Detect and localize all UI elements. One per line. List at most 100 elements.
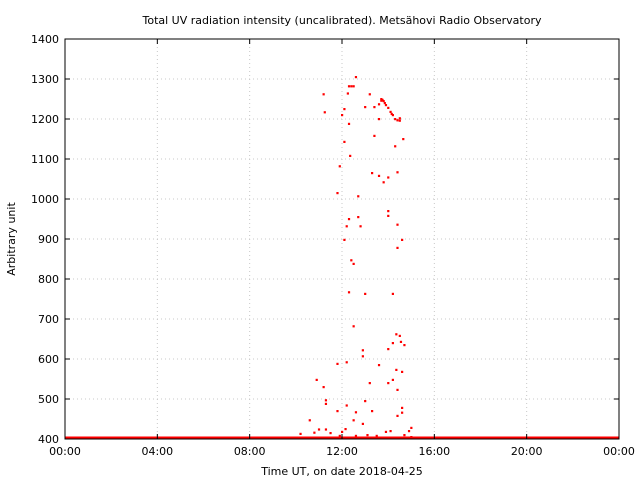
y-tick-label: 1100: [31, 153, 59, 166]
data-point: [398, 117, 401, 120]
data-point: [359, 436, 362, 439]
data-point: [341, 430, 344, 433]
data-point: [395, 368, 398, 371]
data-point: [354, 76, 358, 79]
data-point: [368, 93, 371, 96]
y-tick-label: 900: [38, 233, 59, 246]
data-point: [366, 434, 369, 437]
data-point: [341, 114, 344, 117]
x-tick-label: 12:00: [326, 445, 358, 458]
data-point: [322, 93, 325, 96]
y-tick-label: 1300: [31, 73, 59, 86]
data-point: [352, 325, 355, 328]
data-point: [308, 419, 311, 422]
data-point: [346, 92, 349, 95]
data-point: [389, 110, 392, 113]
data-point: [334, 436, 337, 439]
data-point: [350, 85, 353, 88]
y-tick-label: 500: [38, 393, 59, 406]
data-point: [323, 111, 326, 114]
data-point: [354, 411, 358, 414]
data-point: [407, 430, 411, 433]
data-point: [347, 291, 351, 294]
data-point: [403, 344, 406, 347]
data-point: [361, 422, 364, 425]
data-point: [371, 410, 374, 413]
data-point: [336, 192, 339, 195]
x-tick-label: 20:00: [511, 445, 543, 458]
data-point: [391, 292, 394, 295]
data-point: [396, 223, 399, 226]
data-point: [368, 382, 371, 385]
grid-lines: [65, 39, 619, 439]
data-point: [396, 414, 399, 417]
data-point: [324, 428, 328, 431]
data-point: [401, 411, 404, 414]
data-point: [383, 102, 386, 105]
data-point: [395, 333, 398, 336]
axis-ticks: 400 500 600 700 800 900 1000 1100 1200 1300 1400 00…: [31, 33, 635, 458]
data-point: [349, 154, 352, 157]
data-point: [387, 214, 390, 217]
data-point: [387, 382, 390, 385]
data-point: [345, 404, 348, 407]
data-point: [343, 140, 346, 143]
data-point: [394, 145, 397, 148]
data-point: [398, 334, 401, 337]
data-point: [391, 114, 394, 117]
y-tick-label: 700: [38, 313, 59, 326]
x-tick-label: 08:00: [234, 445, 266, 458]
data-point: [402, 138, 405, 141]
data-point: [329, 432, 332, 435]
data-point: [361, 355, 364, 358]
data-point: [387, 210, 390, 213]
data-point: [387, 176, 390, 179]
data-point: [354, 434, 358, 437]
data-point: [343, 238, 346, 241]
data-point: [359, 225, 362, 228]
data-point: [410, 436, 413, 439]
data-point: [364, 400, 367, 403]
data-point: [399, 340, 403, 343]
data-point: [350, 259, 353, 262]
data-point: [377, 364, 381, 367]
data-point: [389, 430, 392, 433]
data-point: [401, 238, 404, 241]
data-point: [391, 378, 394, 381]
data-point: [377, 118, 381, 121]
data-point: [345, 225, 348, 228]
data-point: [377, 174, 381, 177]
data-point: [347, 122, 351, 125]
data-point: [375, 434, 378, 437]
data-point: [387, 106, 390, 109]
data-point: [347, 218, 351, 221]
data-point: [322, 386, 325, 389]
data-point: [299, 432, 302, 435]
data-point: [345, 361, 348, 364]
data-point: [324, 402, 328, 405]
data-point: [364, 292, 367, 295]
data-point: [338, 165, 341, 168]
data-point: [396, 246, 399, 249]
data-point: [387, 436, 390, 439]
data-point: [384, 430, 388, 433]
y-tick-label: 600: [38, 353, 59, 366]
chart-title: Total UV radiation intensity (uncalibrat…: [142, 14, 542, 27]
data-point: [347, 85, 351, 88]
data-point: [352, 419, 355, 422]
data-point: [384, 104, 388, 107]
data-point: [382, 181, 385, 184]
data-point: [398, 119, 401, 122]
data-point: [391, 342, 394, 345]
y-tick-label: 1400: [31, 33, 59, 46]
data-point: [390, 112, 393, 115]
data-point: [313, 431, 316, 434]
data-point: [380, 98, 383, 101]
x-tick-label: 00:00: [603, 445, 635, 458]
data-point: [317, 428, 321, 431]
data-point: [382, 100, 385, 103]
data-point: [344, 428, 347, 431]
data-point: [324, 399, 328, 402]
